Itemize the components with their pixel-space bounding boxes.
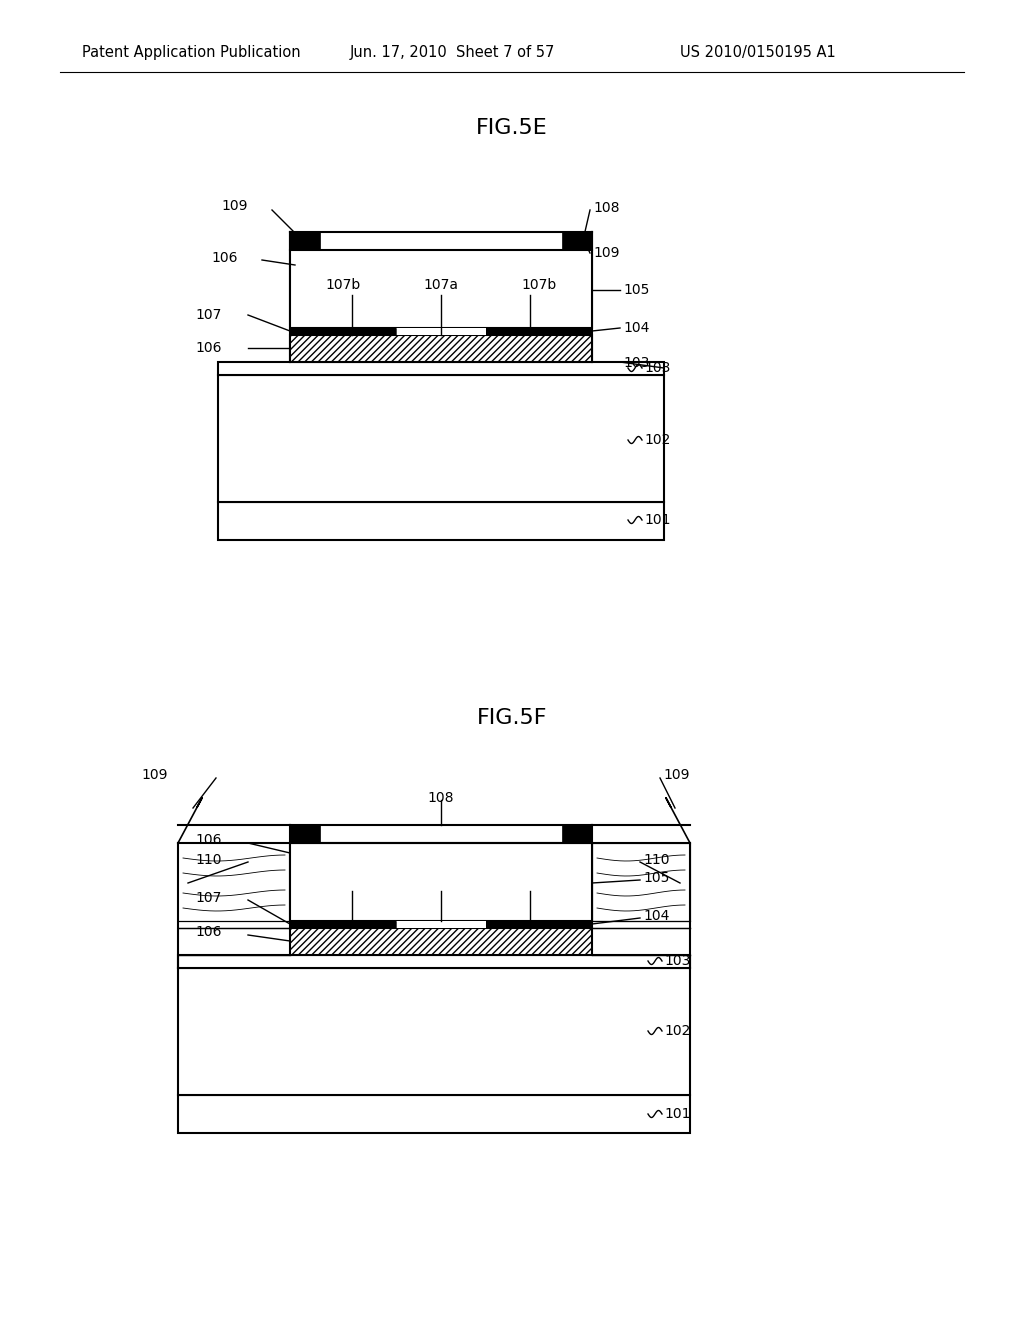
Text: 109: 109 [221, 199, 248, 213]
Text: 102: 102 [664, 1024, 690, 1038]
Text: 103: 103 [664, 954, 690, 968]
Text: 107: 107 [196, 891, 222, 906]
Text: 101: 101 [644, 513, 671, 527]
Text: 106: 106 [196, 341, 222, 355]
Bar [290, 232, 319, 249]
Bar [396, 921, 486, 928]
Bar [290, 327, 592, 335]
Text: 103: 103 [623, 356, 649, 370]
Text: 110: 110 [643, 853, 670, 867]
Text: FIG.5F: FIG.5F [477, 708, 547, 729]
Text: 108: 108 [593, 201, 620, 215]
Text: 107b: 107b [522, 871, 557, 884]
Bar [290, 249, 592, 327]
Bar [218, 375, 664, 502]
Bar [290, 921, 592, 928]
Bar [290, 335, 592, 362]
Text: 102: 102 [644, 433, 671, 447]
Text: 105: 105 [623, 282, 649, 297]
Bar [178, 843, 290, 928]
Text: 105: 105 [643, 871, 670, 884]
Text: 109: 109 [141, 768, 168, 781]
Text: 104: 104 [623, 321, 649, 335]
Bar [562, 232, 592, 249]
Text: 101: 101 [664, 1107, 690, 1121]
Text: 107a: 107a [424, 871, 459, 884]
Text: FIG.5E: FIG.5E [476, 117, 548, 139]
Bar [290, 825, 319, 843]
Bar [178, 843, 290, 921]
Bar [290, 928, 592, 954]
Bar [290, 843, 592, 921]
Bar [178, 968, 690, 1096]
Text: 106: 106 [196, 925, 222, 939]
Bar [562, 825, 592, 843]
Bar [218, 502, 664, 540]
Text: 107: 107 [196, 308, 222, 322]
Bar [178, 954, 690, 968]
Text: 109: 109 [593, 246, 620, 260]
Text: 109: 109 [663, 768, 689, 781]
Text: 106: 106 [196, 833, 222, 847]
Text: Jun. 17, 2010  Sheet 7 of 57: Jun. 17, 2010 Sheet 7 of 57 [350, 45, 555, 59]
Text: 108: 108 [428, 791, 455, 805]
Text: 107b: 107b [325, 279, 360, 292]
Bar [592, 843, 690, 921]
Text: 103: 103 [644, 360, 671, 375]
Text: 104: 104 [643, 909, 670, 923]
Text: 107b: 107b [522, 279, 557, 292]
Text: Patent Application Publication: Patent Application Publication [82, 45, 301, 59]
Text: US 2010/0150195 A1: US 2010/0150195 A1 [680, 45, 836, 59]
Text: 107b: 107b [325, 871, 360, 884]
Bar [178, 1096, 690, 1133]
Bar [396, 327, 486, 335]
Text: 110: 110 [196, 853, 222, 867]
Bar [218, 362, 664, 375]
Text: 107a: 107a [424, 279, 459, 292]
Text: 106: 106 [212, 251, 238, 265]
